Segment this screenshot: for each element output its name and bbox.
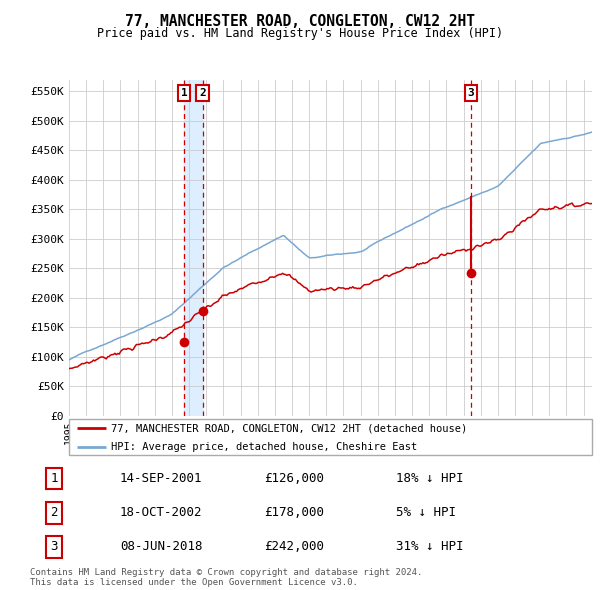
Text: 2: 2 xyxy=(199,88,206,98)
Text: 14-SEP-2001: 14-SEP-2001 xyxy=(120,472,203,485)
Text: Price paid vs. HM Land Registry's House Price Index (HPI): Price paid vs. HM Land Registry's House … xyxy=(97,27,503,40)
FancyBboxPatch shape xyxy=(69,419,592,455)
Text: Contains HM Land Registry data © Crown copyright and database right 2024.
This d: Contains HM Land Registry data © Crown c… xyxy=(30,568,422,587)
Bar xyxy=(184,80,203,416)
Text: 2: 2 xyxy=(50,506,58,519)
Text: 3: 3 xyxy=(50,540,58,553)
Text: HPI: Average price, detached house, Cheshire East: HPI: Average price, detached house, Ches… xyxy=(111,442,417,453)
Text: £178,000: £178,000 xyxy=(264,506,324,519)
Text: 31% ↓ HPI: 31% ↓ HPI xyxy=(396,540,464,553)
Text: £242,000: £242,000 xyxy=(264,540,324,553)
Text: 08-JUN-2018: 08-JUN-2018 xyxy=(120,540,203,553)
Text: 3: 3 xyxy=(468,88,475,98)
Text: 18-OCT-2002: 18-OCT-2002 xyxy=(120,506,203,519)
Text: 18% ↓ HPI: 18% ↓ HPI xyxy=(396,472,464,485)
Text: 1: 1 xyxy=(50,472,58,485)
Text: 77, MANCHESTER ROAD, CONGLETON, CW12 2HT (detached house): 77, MANCHESTER ROAD, CONGLETON, CW12 2HT… xyxy=(111,424,467,434)
Text: 5% ↓ HPI: 5% ↓ HPI xyxy=(396,506,456,519)
Text: £126,000: £126,000 xyxy=(264,472,324,485)
Text: 77, MANCHESTER ROAD, CONGLETON, CW12 2HT: 77, MANCHESTER ROAD, CONGLETON, CW12 2HT xyxy=(125,14,475,29)
Text: 1: 1 xyxy=(181,88,187,98)
